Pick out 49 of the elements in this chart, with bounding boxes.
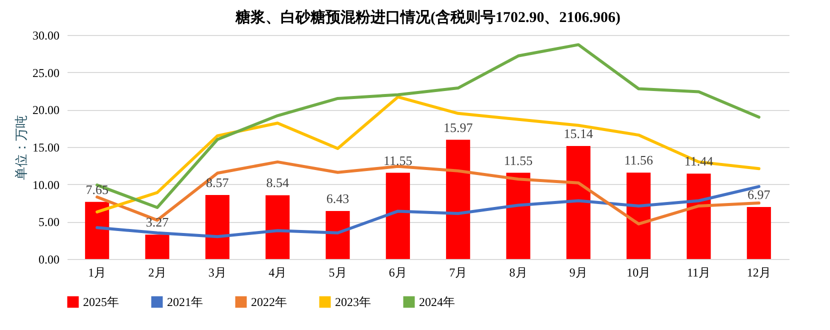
y-tick-label: 20.00 (32, 103, 60, 118)
x-tick-label: 6月 (388, 266, 407, 280)
x-tick-label: 9月 (569, 266, 588, 280)
data-label: 6.43 (326, 190, 350, 206)
data-label: 11.55 (504, 152, 533, 168)
bar (85, 202, 110, 259)
data-label: 8.54 (266, 175, 290, 190)
y-tick-label: 5.00 (38, 215, 60, 230)
data-label: 8.57 (206, 175, 230, 190)
bar (746, 206, 771, 259)
bar (386, 172, 410, 259)
y-tick-label: 0.00 (38, 252, 60, 266)
x-tick-label: 12月 (746, 266, 771, 280)
x-tick-label: 7月 (449, 266, 468, 280)
legend-label: 2023年 (335, 295, 371, 309)
bar (566, 146, 590, 259)
legend-label: 2024年 (419, 295, 455, 309)
y-tick-label: 10.00 (32, 178, 60, 192)
legend-label: 2025年 (83, 295, 119, 309)
data-label: 7.65 (86, 182, 108, 197)
x-tick-label: 1月 (88, 266, 106, 280)
x-tick-label: 11月 (686, 266, 711, 280)
y-tick-label: 30.00 (32, 28, 60, 42)
legend-label: 2021年 (167, 295, 203, 309)
y-axis-title: 单位：万吨 (14, 115, 28, 180)
data-label: 11.55 (384, 152, 412, 168)
bar (326, 210, 350, 259)
x-tick-label: 10月 (626, 266, 651, 280)
legend-label: 2022年 (251, 295, 287, 309)
data-label: 15.14 (564, 126, 594, 141)
bar (626, 172, 651, 259)
bar (266, 195, 290, 259)
x-tick-label: 8月 (509, 266, 528, 280)
y-tick-label: 15.00 (32, 140, 60, 154)
bar (446, 140, 470, 259)
data-label: 15.97 (443, 120, 474, 135)
bar (686, 174, 711, 259)
bar (205, 195, 230, 259)
y-tick-label: 25.00 (32, 66, 60, 80)
chart-title: 糖浆、白砂糖预混粉进口情况(含税则号1702.90、2106.906) (234, 9, 620, 26)
x-tick-label: 3月 (208, 266, 226, 280)
x-tick-label: 4月 (268, 266, 287, 280)
data-label: 3.27 (146, 214, 170, 230)
x-tick-label: 2月 (148, 266, 166, 280)
bar (145, 234, 170, 259)
bar (506, 172, 530, 259)
x-tick-label: 5月 (328, 266, 347, 280)
data-label: 6.97 (748, 186, 771, 202)
data-label: 11.56 (624, 152, 654, 168)
